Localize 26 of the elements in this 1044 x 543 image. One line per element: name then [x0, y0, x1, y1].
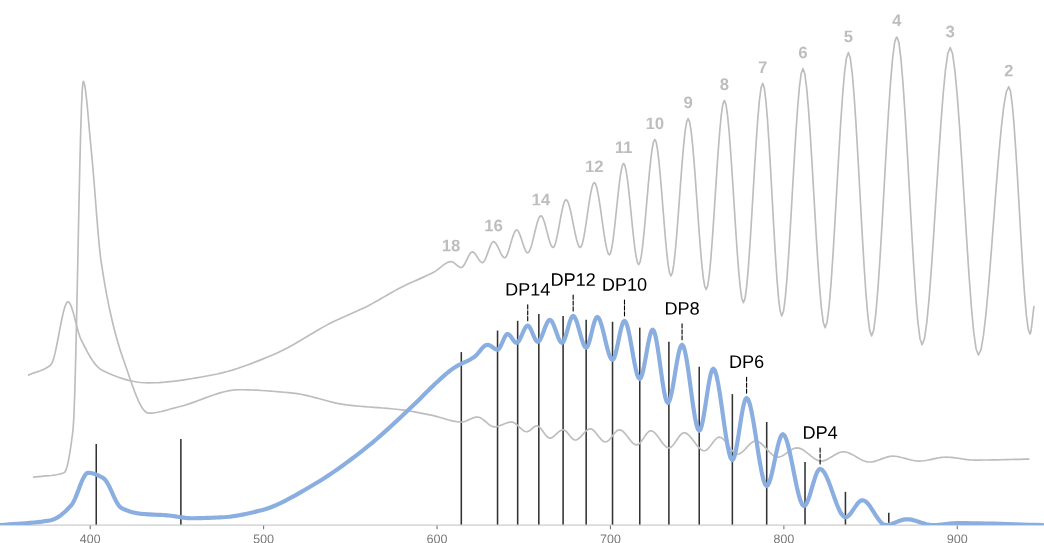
x-tick-label: 500 [253, 534, 274, 543]
annotation: DP12 [552, 273, 595, 286]
annotation: 10 [646, 117, 664, 130]
annotation: 7 [758, 61, 767, 73]
annotation: 3 [945, 25, 955, 38]
x-tick-label: 700 [600, 534, 621, 543]
annotation: 14 [532, 193, 551, 206]
annotation: DP14 [506, 283, 550, 296]
annotation: 12 [586, 160, 603, 173]
annotation: 8 [720, 78, 729, 91]
x-tick-label: 600 [427, 534, 447, 543]
annotation: 18 [442, 239, 460, 252]
annotation: 16 [485, 219, 503, 232]
annotation: 5 [844, 30, 853, 43]
x-tick-label: 800 [773, 534, 794, 543]
annotation: 4 [892, 14, 902, 26]
annotation: 11 [615, 141, 632, 154]
x-tick-label: 400 [80, 534, 101, 543]
annotation: DP8 [665, 302, 699, 315]
annotation: 6 [798, 46, 807, 59]
annotation: DP4 [804, 426, 838, 439]
x-tick-label: 900 [947, 534, 968, 543]
annotation: DP6 [730, 355, 764, 369]
annotation: 9 [684, 96, 693, 109]
annotation: DP10 [603, 278, 647, 291]
annotation: 2 [1004, 64, 1013, 77]
